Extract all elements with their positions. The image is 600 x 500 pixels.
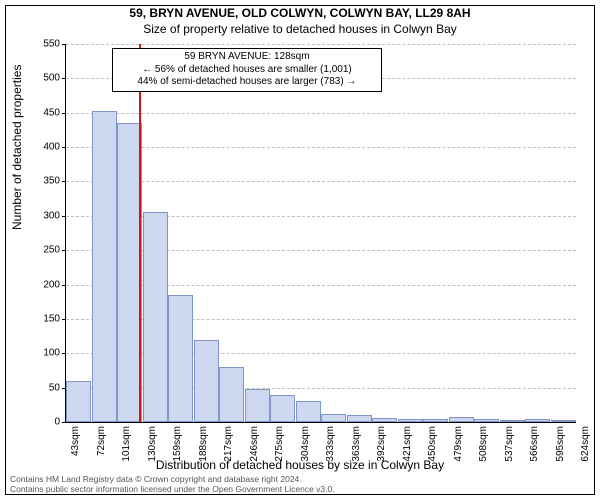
ytick-mark <box>62 181 66 182</box>
histogram-bar <box>372 418 397 422</box>
histogram-bar <box>168 295 193 422</box>
ytick-mark <box>62 113 66 114</box>
ytick-mark <box>62 422 66 423</box>
ytick-mark <box>62 78 66 79</box>
ytick-mark <box>62 250 66 251</box>
xtick-label: 188sqm <box>198 426 209 476</box>
histogram-bar <box>245 389 270 422</box>
xtick-label: 624sqm <box>580 426 591 476</box>
histogram-bar <box>398 419 423 422</box>
xtick-label: 566sqm <box>529 426 540 476</box>
xtick-label: 421sqm <box>402 426 413 476</box>
ytick-label: 50 <box>30 382 60 393</box>
xtick-label: 275sqm <box>274 426 285 476</box>
xtick-label: 479sqm <box>453 426 464 476</box>
histogram-bar <box>525 419 550 422</box>
xtick-label: 217sqm <box>223 426 234 476</box>
reference-line <box>139 44 141 422</box>
footer-line-2: Contains public sector information licen… <box>10 485 335 494</box>
annotation-box: 59 BRYN AVENUE: 128sqm← 56% of detached … <box>112 48 382 92</box>
histogram-bar <box>92 111 117 422</box>
ytick-label: 500 <box>30 73 60 84</box>
histogram-bar <box>194 340 219 422</box>
plot-area: 59 BRYN AVENUE: 128sqm← 56% of detached … <box>65 44 576 423</box>
histogram-bar <box>347 415 372 422</box>
xtick-label: 304sqm <box>300 426 311 476</box>
xtick-label: 130sqm <box>147 426 158 476</box>
ytick-label: 300 <box>30 210 60 221</box>
ytick-label: 150 <box>30 313 60 324</box>
gridline <box>66 113 576 114</box>
histogram-bar <box>423 419 448 422</box>
xtick-label: 392sqm <box>376 426 387 476</box>
annotation-line: ← 56% of detached houses are smaller (1,… <box>117 64 377 77</box>
histogram-bar <box>449 417 474 422</box>
ytick-label: 550 <box>30 39 60 50</box>
histogram-bar <box>143 212 168 422</box>
xtick-label: 508sqm <box>478 426 489 476</box>
histogram-bar <box>474 419 499 422</box>
gridline <box>66 44 576 45</box>
ytick-mark <box>62 353 66 354</box>
xtick-label: 246sqm <box>249 426 260 476</box>
ytick-label: 450 <box>30 107 60 118</box>
xtick-label: 595sqm <box>555 426 566 476</box>
ytick-mark <box>62 44 66 45</box>
ytick-label: 0 <box>30 417 60 428</box>
xtick-label: 101sqm <box>121 426 132 476</box>
annotation-line: 59 BRYN AVENUE: 128sqm <box>117 51 377 64</box>
gridline <box>66 147 576 148</box>
histogram-bar <box>270 395 295 422</box>
title-main: 59, BRYN AVENUE, OLD COLWYN, COLWYN BAY,… <box>0 6 600 20</box>
histogram-bar <box>66 381 91 422</box>
ytick-mark <box>62 147 66 148</box>
ytick-mark <box>62 216 66 217</box>
xtick-label: 43sqm <box>70 426 81 476</box>
title-sub: Size of property relative to detached ho… <box>0 22 600 36</box>
ytick-label: 100 <box>30 348 60 359</box>
ytick-label: 250 <box>30 245 60 256</box>
xtick-label: 159sqm <box>172 426 183 476</box>
footer-attribution: Contains HM Land Registry data © Crown c… <box>10 475 335 494</box>
xtick-label: 537sqm <box>504 426 515 476</box>
ytick-label: 350 <box>30 176 60 187</box>
histogram-bar <box>219 367 244 422</box>
histogram-bar <box>500 420 525 422</box>
xtick-label: 363sqm <box>351 426 362 476</box>
xtick-label: 72sqm <box>96 426 107 476</box>
ytick-label: 200 <box>30 279 60 290</box>
xtick-label: 333sqm <box>325 426 336 476</box>
ytick-mark <box>62 285 66 286</box>
histogram-bar <box>551 420 576 422</box>
histogram-bar <box>296 401 321 422</box>
ytick-label: 400 <box>30 142 60 153</box>
ytick-mark <box>62 319 66 320</box>
y-axis-label: Number of detached properties <box>10 65 24 230</box>
xtick-label: 450sqm <box>427 426 438 476</box>
histogram-bar <box>321 414 346 422</box>
gridline <box>66 181 576 182</box>
annotation-line: 44% of semi-detached houses are larger (… <box>117 76 377 89</box>
